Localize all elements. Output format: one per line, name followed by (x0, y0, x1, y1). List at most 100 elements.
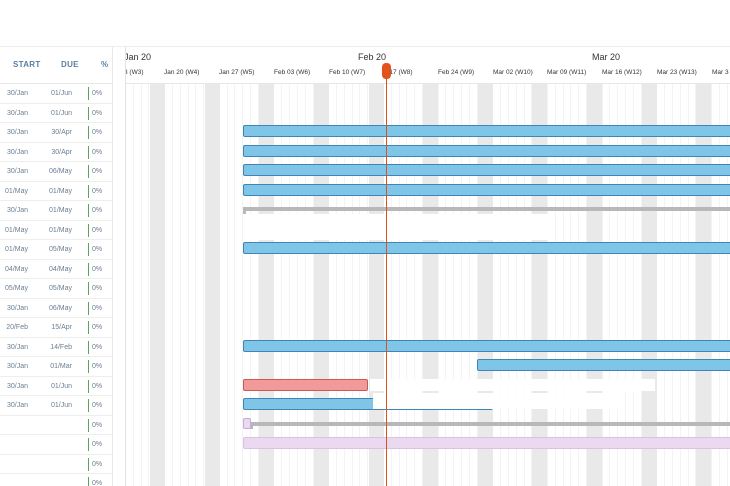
task-start-date: 05/May (5, 285, 28, 292)
task-due-date: 01/May (49, 207, 72, 214)
day-gridline (305, 84, 306, 486)
task-row[interactable]: 30/Jan 01/Jun 0% (0, 377, 112, 396)
week-label: Jan 20 (W4) (164, 69, 200, 76)
task-row[interactable]: 30/Jan 14/Feb 0% (0, 338, 112, 357)
task-bar[interactable] (243, 242, 730, 254)
task-row[interactable]: 30/Jan 06/May 0% (0, 162, 112, 182)
task-progress: 0% (88, 243, 102, 256)
day-gridline (180, 84, 181, 486)
task-due-date: 14/Feb (50, 343, 72, 351)
summary-bar[interactable] (243, 207, 730, 211)
task-bar[interactable] (477, 359, 730, 371)
day-gridline (641, 84, 642, 486)
task-due-date: 01/Jun (50, 109, 72, 117)
task-row[interactable]: 20/Feb 15/Apr 0% (0, 318, 112, 338)
day-gridline (352, 84, 353, 486)
day-gridline (453, 84, 454, 486)
task-bar[interactable] (243, 184, 730, 196)
week-scale: 3 (W3) Jan 20 (W4) Jan 27 (W5) Feb 03 (W6) F… (126, 65, 730, 84)
task-bar[interactable] (243, 145, 730, 157)
task-start-date: 20/Feb (6, 324, 28, 331)
task-grid-header: START DUE % (0, 47, 112, 84)
task-bar[interactable] (243, 164, 730, 176)
task-row[interactable]: 01/May 01/May 0% (0, 221, 112, 240)
task-row[interactable]: 04/May 04/May 0% (0, 260, 112, 279)
day-gridline (359, 84, 360, 486)
day-gridline (414, 84, 415, 486)
task-grid-rows: 30/Jan 01/Jun 0% 30/Jan 01/Jun 0% 30/Jan 30/Apr… (0, 84, 112, 486)
week-label: Feb 24 (W9) (438, 69, 475, 76)
day-gridline (469, 84, 470, 486)
overdue-task-bar[interactable] (243, 379, 368, 391)
week-label: Mar 02 (W10) (493, 69, 533, 76)
task-progress: 0% (88, 477, 102, 486)
redacted-area (243, 214, 553, 240)
task-progress: 0% (88, 184, 102, 198)
task-bar[interactable] (243, 125, 730, 137)
task-row[interactable]: 05/May 05/May 0% (0, 279, 112, 299)
column-header-due[interactable]: DUE (61, 60, 79, 69)
task-progress: 0% (88, 457, 102, 471)
task-bar[interactable] (243, 340, 730, 352)
day-gridline (508, 84, 509, 486)
task-row[interactable]: 30/Jan 01/May 0% (0, 201, 112, 221)
task-row[interactable]: 01/May 05/May 0% (0, 240, 112, 260)
task-row[interactable]: 01/May 01/May 0% (0, 182, 112, 201)
day-gridline (672, 84, 673, 486)
day-gridline (563, 84, 564, 486)
task-progress: 0% (88, 438, 102, 451)
summary-bar[interactable] (250, 422, 730, 426)
task-start-date: 30/Jan (6, 109, 28, 117)
summary-bar-start (243, 207, 246, 214)
milestone-marker[interactable] (243, 418, 251, 429)
task-row[interactable]: 30/Jan 01/Mar 0% (0, 357, 112, 377)
task-row[interactable]: 0% (0, 474, 112, 486)
task-start-date: 30/Jan (6, 363, 28, 370)
task-row[interactable]: 30/Jan 06/May 0% (0, 299, 112, 318)
task-progress: 0% (88, 321, 102, 334)
day-gridline (227, 84, 228, 486)
column-header-start[interactable]: START (13, 60, 41, 69)
day-gridline (547, 84, 548, 486)
day-gridline (344, 84, 345, 486)
day-gridline (188, 84, 189, 486)
gantt-chart: Jan 20 Feb 20 Mar 20 3 (W3) Jan 20 (W4) Ja… (126, 47, 730, 486)
task-row[interactable]: 30/Jan 30/Apr 0% (0, 123, 112, 143)
task-row[interactable]: 30/Jan 30/Apr 0% (0, 143, 112, 162)
day-gridline (719, 84, 720, 486)
day-gridline (500, 84, 501, 486)
day-gridline (195, 84, 196, 486)
task-row[interactable]: 30/Jan 01/Jun 0% (0, 396, 112, 416)
task-progress: 0% (88, 282, 102, 295)
week-label: Mar 09 (W11) (547, 69, 587, 76)
task-start-date: 30/Jan (6, 90, 28, 97)
day-gridline (664, 84, 665, 486)
task-row[interactable]: 0% (0, 455, 112, 474)
task-row[interactable]: 0% (0, 416, 112, 435)
task-progress: 0% (88, 418, 102, 432)
month-label: Mar 20 (592, 52, 621, 62)
task-due-date: 01/Jun (50, 90, 72, 97)
week-label: Feb 03 (W6) (274, 69, 311, 76)
milestone-bar[interactable] (243, 437, 730, 449)
grid-splitter[interactable] (112, 47, 126, 486)
day-gridline (203, 84, 204, 486)
task-row[interactable]: 0% (0, 435, 112, 455)
task-due-date: 01/May (49, 187, 72, 195)
task-start-date: 30/Jan (6, 168, 28, 175)
column-header-progress[interactable]: % (101, 60, 109, 69)
task-due-date: 06/May (49, 304, 72, 312)
today-marker-handle[interactable] (382, 63, 391, 79)
task-row[interactable]: 30/Jan 01/Jun 0% (0, 104, 112, 123)
day-gridline (586, 84, 587, 486)
day-gridline (336, 84, 337, 486)
day-gridline (633, 84, 634, 486)
task-grid: START DUE % 30/Jan 01/Jun 0% 30/Jan 01/Jun 0%… (0, 47, 112, 486)
task-progress: 0% (88, 301, 102, 315)
task-due-date: 05/May (49, 285, 72, 292)
task-progress: 0% (88, 340, 102, 354)
task-row[interactable]: 30/Jan 01/Jun 0% (0, 84, 112, 104)
week-label: Feb 10 (W7) (329, 69, 366, 76)
weekend-column (150, 84, 165, 486)
task-start-date: 01/May (5, 226, 28, 234)
